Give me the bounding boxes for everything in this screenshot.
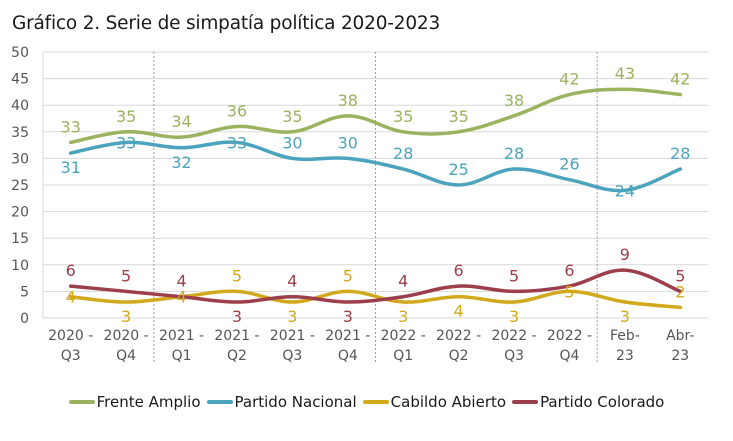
data-label-partido-nacional: 25 — [448, 160, 468, 179]
data-label-partido-nacional: 32 — [171, 153, 191, 172]
data-label-cabildo-abierto: 4 — [176, 288, 186, 307]
data-label-partido-nacional: 28 — [504, 144, 524, 163]
data-label-cabildo-abierto: 5 — [564, 282, 574, 301]
data-label-frente-amplio: 38 — [338, 91, 358, 110]
data-label-partido-nacional: 33 — [116, 133, 136, 152]
x-tick-label: 2022 -Q2 — [436, 328, 481, 364]
legend-label: Frente Amplio — [96, 393, 201, 411]
y-tick-label: 45 — [11, 72, 29, 88]
data-label-partido-nacional: 33 — [227, 133, 247, 152]
data-label-partido-colorado: 3 — [343, 307, 353, 326]
data-label-partido-nacional: 31 — [61, 158, 81, 177]
data-label-partido-colorado: 9 — [620, 245, 630, 264]
data-label-cabildo-abierto: 3 — [620, 307, 630, 326]
x-tick-label: 2021 -Q1 — [159, 328, 204, 364]
data-label-cabildo-abierto: 4 — [66, 288, 76, 307]
legend-label: Cabildo Abierto — [390, 393, 507, 411]
year-separators — [153, 52, 598, 363]
y-tick-label: 5 — [20, 284, 29, 300]
x-tick-label: Feb-23 — [610, 328, 640, 364]
series-line-frente-amplio — [68, 87, 683, 145]
data-label-cabildo-abierto: 2 — [675, 282, 685, 301]
legend-item-frente-amplio: Frente Amplio — [68, 393, 201, 411]
x-tick-label: 2021 -Q2 — [214, 328, 259, 364]
data-label-partido-colorado: 6 — [564, 261, 574, 280]
data-label-partido-colorado: 6 — [454, 261, 464, 280]
data-label-partido-colorado: 4 — [176, 272, 186, 291]
data-label-frente-amplio: 36 — [227, 101, 247, 120]
legend-item-cabildo-abierto: Cabildo Abierto — [362, 393, 507, 411]
x-tick-label: 2022 -Q3 — [491, 328, 536, 364]
series-lines — [68, 87, 683, 310]
data-label-frente-amplio: 35 — [448, 107, 468, 126]
data-label-cabildo-abierto: 3 — [121, 307, 131, 326]
data-label-partido-nacional: 28 — [670, 144, 690, 163]
legend-label: Partido Colorado — [540, 393, 665, 411]
y-tick-label: 0 — [20, 311, 29, 327]
data-label-cabildo-abierto: 3 — [509, 307, 519, 326]
y-tick-label: 15 — [11, 231, 29, 247]
y-tick-label: 30 — [11, 151, 29, 167]
data-label-frente-amplio: 35 — [116, 107, 136, 126]
legend-swatch — [206, 400, 233, 404]
x-tick-label: 2022 -Q4 — [547, 328, 592, 364]
x-tick-label: 2022 -Q1 — [381, 328, 426, 364]
data-label-partido-nacional: 30 — [338, 133, 358, 152]
legend-item-partido-colorado: Partido Colorado — [512, 393, 664, 411]
x-tick-label: Abr-23 — [666, 328, 694, 364]
data-label-cabildo-abierto: 5 — [232, 266, 242, 285]
data-label-partido-colorado: 5 — [509, 266, 519, 285]
y-tick-label: 40 — [11, 98, 29, 114]
data-label-frente-amplio: 38 — [504, 91, 524, 110]
y-axis: 0 5 10 15 20 25 30 35 40 45 50 — [11, 45, 29, 327]
legend-swatch — [362, 400, 389, 404]
data-label-partido-colorado: 4 — [287, 272, 297, 291]
x-tick-label: 2021 -Q3 — [270, 328, 315, 364]
data-label-partido-colorado: 5 — [675, 266, 685, 285]
data-label-cabildo-abierto: 5 — [343, 266, 353, 285]
data-label-partido-nacional: 26 — [559, 155, 579, 174]
legend-item-partido-nacional: Partido Nacional — [206, 393, 357, 411]
y-tick-label: 35 — [11, 125, 29, 141]
series-line-partido-colorado — [68, 268, 683, 304]
x-axis: 2020 -Q3 2020 -Q4 2021 -Q1 2021 -Q2 2021 -Q3… — [48, 328, 694, 364]
data-label-partido-nacional: 30 — [282, 133, 302, 152]
data-label-partido-colorado: 6 — [66, 261, 76, 280]
legend-label: Partido Nacional — [234, 393, 357, 411]
data-label-partido-colorado: 3 — [232, 307, 242, 326]
legend-swatch — [512, 400, 539, 404]
data-label-partido-colorado: 5 — [121, 266, 131, 285]
legend-swatch — [68, 400, 95, 404]
data-label-frente-amplio: 35 — [393, 107, 413, 126]
y-tick-label: 20 — [11, 205, 29, 221]
data-label-frente-amplio: 33 — [61, 117, 81, 136]
x-tick-label: 2020 -Q4 — [104, 328, 149, 364]
series-line-partido-nacional — [68, 140, 683, 193]
x-tick-label: 2021 -Q4 — [325, 328, 370, 364]
data-label-cabildo-abierto: 3 — [398, 307, 408, 326]
data-label-partido-colorado: 4 — [398, 272, 408, 291]
x-tick-label: 2020 -Q3 — [48, 328, 93, 364]
chart-title: Gráfico 2. Serie de simpatía política 20… — [12, 13, 441, 34]
y-tick-label: 10 — [11, 258, 29, 274]
y-tick-label: 25 — [11, 178, 29, 194]
data-label-partido-nacional: 24 — [615, 181, 635, 200]
data-label-cabildo-abierto: 4 — [454, 302, 464, 321]
data-label-frente-amplio: 42 — [559, 70, 579, 89]
legend: Frente Amplio Partido Nacional Cabildo Abi… — [0, 390, 733, 411]
data-label-cabildo-abierto: 3 — [287, 307, 297, 326]
data-label-frente-amplio: 34 — [171, 112, 191, 131]
data-label-frente-amplio: 42 — [670, 70, 690, 89]
y-tick-label: 50 — [11, 45, 29, 61]
data-label-frente-amplio: 43 — [615, 64, 635, 83]
data-label-frente-amplio: 35 — [282, 107, 302, 126]
data-label-partido-nacional: 28 — [393, 144, 413, 163]
